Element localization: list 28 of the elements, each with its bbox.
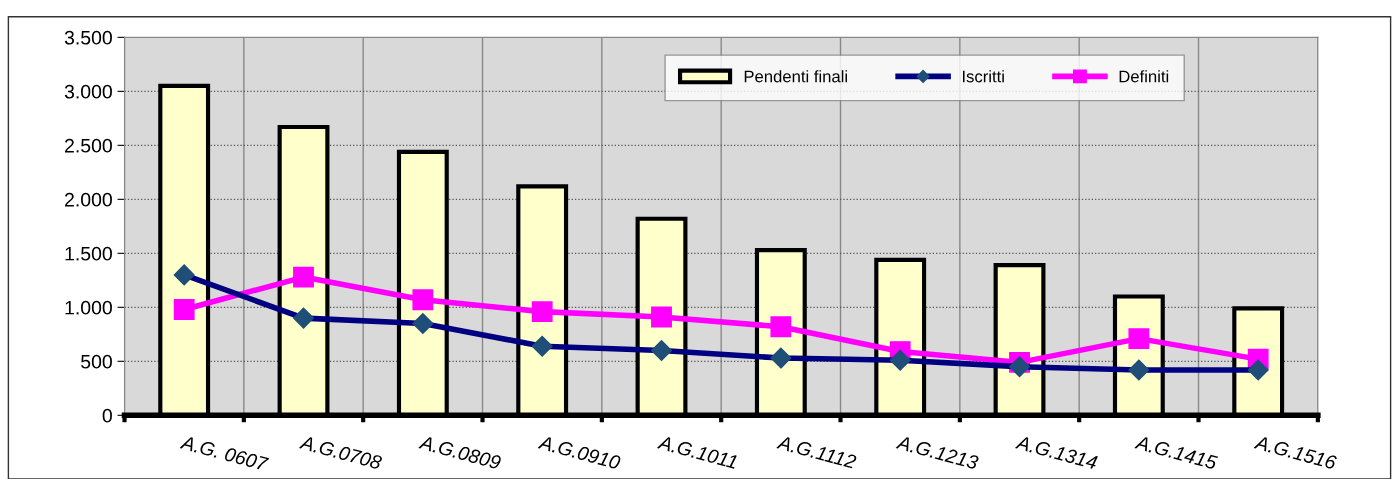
x-tick-label: A.G.0910 bbox=[537, 434, 622, 470]
y-tick-label: 1.500 bbox=[65, 246, 112, 261]
y-tick-label: 1.000 bbox=[65, 300, 112, 315]
point bbox=[651, 306, 672, 328]
point bbox=[412, 289, 434, 311]
x-tick-label: A.G.0809 bbox=[418, 434, 502, 470]
point bbox=[293, 266, 314, 288]
x-tick-label: A.G.1314 bbox=[1014, 434, 1099, 470]
x-tick-label: A.G.1516 bbox=[1253, 434, 1338, 470]
y-tick-label: 3.000 bbox=[64, 84, 112, 99]
x-tick-label: A.G.1415 bbox=[1134, 434, 1219, 470]
x-tick-label: A.G.0708 bbox=[298, 434, 383, 470]
x-tick-label: A.G.1011 bbox=[656, 434, 738, 469]
x-tick-label: A.G.1213 bbox=[895, 434, 980, 470]
point bbox=[531, 301, 553, 323]
x-tick-label: A.G.1112 bbox=[776, 434, 858, 469]
legend-label: Definiti bbox=[1119, 70, 1169, 83]
point bbox=[1128, 328, 1150, 350]
legend-label: Iscritti bbox=[962, 70, 1004, 83]
x-tick-label: A.G. 0607 bbox=[179, 434, 270, 472]
y-tick-label: 0 bbox=[102, 408, 112, 423]
point bbox=[770, 316, 792, 338]
y-tick-label: 500 bbox=[81, 354, 112, 369]
y-tick-label: 3.500 bbox=[64, 30, 112, 45]
y-tick-label: 2.500 bbox=[65, 138, 112, 153]
point bbox=[173, 299, 195, 320]
y-tick-label: 2.000 bbox=[65, 192, 112, 207]
legend-label: Pendenti finali bbox=[744, 70, 847, 83]
